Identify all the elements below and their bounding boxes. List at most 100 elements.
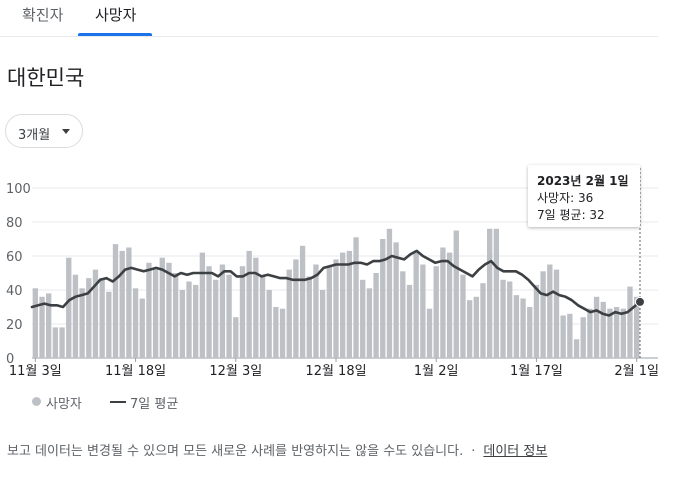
bar bbox=[513, 295, 520, 358]
bar bbox=[52, 327, 59, 358]
bar bbox=[172, 273, 179, 358]
bar bbox=[426, 308, 433, 358]
y-tick-label: 20 bbox=[6, 318, 23, 333]
y-tick-label: 60 bbox=[6, 250, 23, 265]
legend-line-swatch bbox=[110, 401, 126, 403]
x-tick-label: 1월 17일 bbox=[510, 364, 563, 379]
bar bbox=[92, 269, 99, 358]
bar bbox=[132, 288, 139, 358]
bar bbox=[480, 283, 486, 358]
bar bbox=[433, 266, 439, 358]
bar bbox=[473, 296, 479, 358]
bar bbox=[633, 296, 640, 358]
bar bbox=[607, 308, 613, 358]
bar bbox=[326, 266, 332, 358]
y-tick-label: 100 bbox=[6, 182, 31, 197]
tab-deaths[interactable]: 사망자 bbox=[95, 6, 137, 24]
legend-bars-label: 사망자 bbox=[46, 397, 82, 412]
bar bbox=[226, 274, 232, 358]
bar bbox=[540, 271, 546, 358]
bar bbox=[413, 250, 419, 358]
legend-line-label: 7일 평균 bbox=[130, 397, 179, 412]
bar bbox=[393, 242, 399, 358]
bar bbox=[299, 245, 306, 358]
bar bbox=[420, 264, 426, 358]
bar bbox=[587, 308, 593, 358]
bar bbox=[72, 274, 79, 358]
bar bbox=[193, 284, 199, 358]
x-tick-label: 12월 3일 bbox=[209, 364, 262, 379]
caret-down-icon bbox=[62, 129, 70, 134]
bar bbox=[500, 279, 506, 358]
bar bbox=[66, 257, 72, 358]
bar bbox=[279, 308, 286, 358]
bar bbox=[39, 296, 45, 358]
y-tick-label: 80 bbox=[6, 216, 23, 231]
bar bbox=[206, 266, 212, 358]
tooltip-deaths: 사망자: 36 bbox=[537, 191, 594, 205]
bar bbox=[199, 252, 206, 358]
bar bbox=[112, 244, 119, 358]
bar bbox=[373, 273, 379, 358]
chart-tooltip: 2023년 2월 1일 사망자: 36 7일 평균: 32 bbox=[528, 165, 640, 227]
bar bbox=[453, 230, 459, 358]
bar bbox=[553, 269, 560, 358]
x-tick-label: 12월 18일 bbox=[305, 364, 366, 379]
bar bbox=[520, 298, 526, 358]
bar bbox=[79, 288, 85, 358]
active-tab-indicator bbox=[78, 33, 152, 36]
bar bbox=[593, 296, 600, 358]
bar bbox=[186, 281, 192, 358]
x-tick-label: 1월 2일 bbox=[414, 364, 459, 379]
tooltip-average: 7일 평균: 32 bbox=[537, 208, 605, 222]
bar bbox=[319, 290, 326, 358]
bar bbox=[440, 247, 446, 358]
bar bbox=[507, 281, 513, 358]
bar bbox=[266, 290, 272, 358]
bar bbox=[460, 274, 466, 358]
bar bbox=[152, 269, 159, 358]
bar bbox=[293, 259, 299, 358]
region-title: 대한민국 bbox=[7, 66, 85, 90]
x-tick-label: 11월 3일 bbox=[9, 364, 62, 379]
bar bbox=[119, 250, 125, 358]
bar bbox=[353, 237, 359, 358]
chart-hover bbox=[635, 168, 645, 358]
bar bbox=[580, 317, 586, 358]
bar bbox=[46, 293, 52, 358]
chart-bars bbox=[32, 228, 640, 358]
data-info-link[interactable]: 데이터 정보 bbox=[483, 444, 548, 459]
x-tick-label: 11월 18일 bbox=[105, 364, 166, 379]
bar bbox=[567, 313, 573, 358]
bar bbox=[600, 301, 606, 358]
bar bbox=[239, 266, 246, 358]
bar bbox=[466, 300, 473, 358]
bar bbox=[613, 307, 620, 358]
bar bbox=[59, 327, 65, 358]
y-tick-label: 0 bbox=[6, 352, 14, 367]
bar bbox=[360, 279, 366, 358]
data-notice-text: 보고 데이터는 변경될 수 있으며 모든 새로운 사례를 반영하지는 않을 수도… bbox=[7, 444, 464, 459]
tooltip-date: 2023년 2월 1일 bbox=[537, 174, 629, 188]
bar bbox=[627, 286, 633, 358]
data-notice: 보고 데이터는 변경될 수 있으며 모든 새로운 사례를 반영하지는 않을 수도… bbox=[7, 440, 547, 459]
date-range-label: 3개월 bbox=[18, 128, 51, 143]
bar bbox=[166, 262, 172, 358]
legend-bar-swatch bbox=[32, 397, 41, 406]
x-tick-label: 2월 1일 bbox=[614, 364, 659, 379]
bar bbox=[233, 317, 239, 358]
bar bbox=[446, 252, 453, 358]
bar bbox=[86, 278, 92, 358]
date-range-dropdown[interactable]: 3개월 bbox=[5, 114, 83, 148]
bar bbox=[620, 308, 626, 358]
bar bbox=[366, 288, 373, 358]
bar bbox=[259, 276, 266, 358]
bar bbox=[159, 257, 165, 358]
bar bbox=[400, 271, 406, 358]
bar bbox=[246, 250, 252, 358]
bar bbox=[306, 276, 312, 358]
bar bbox=[179, 290, 186, 358]
bar bbox=[146, 262, 152, 358]
tab-confirmed[interactable]: 확진자 bbox=[22, 6, 64, 24]
